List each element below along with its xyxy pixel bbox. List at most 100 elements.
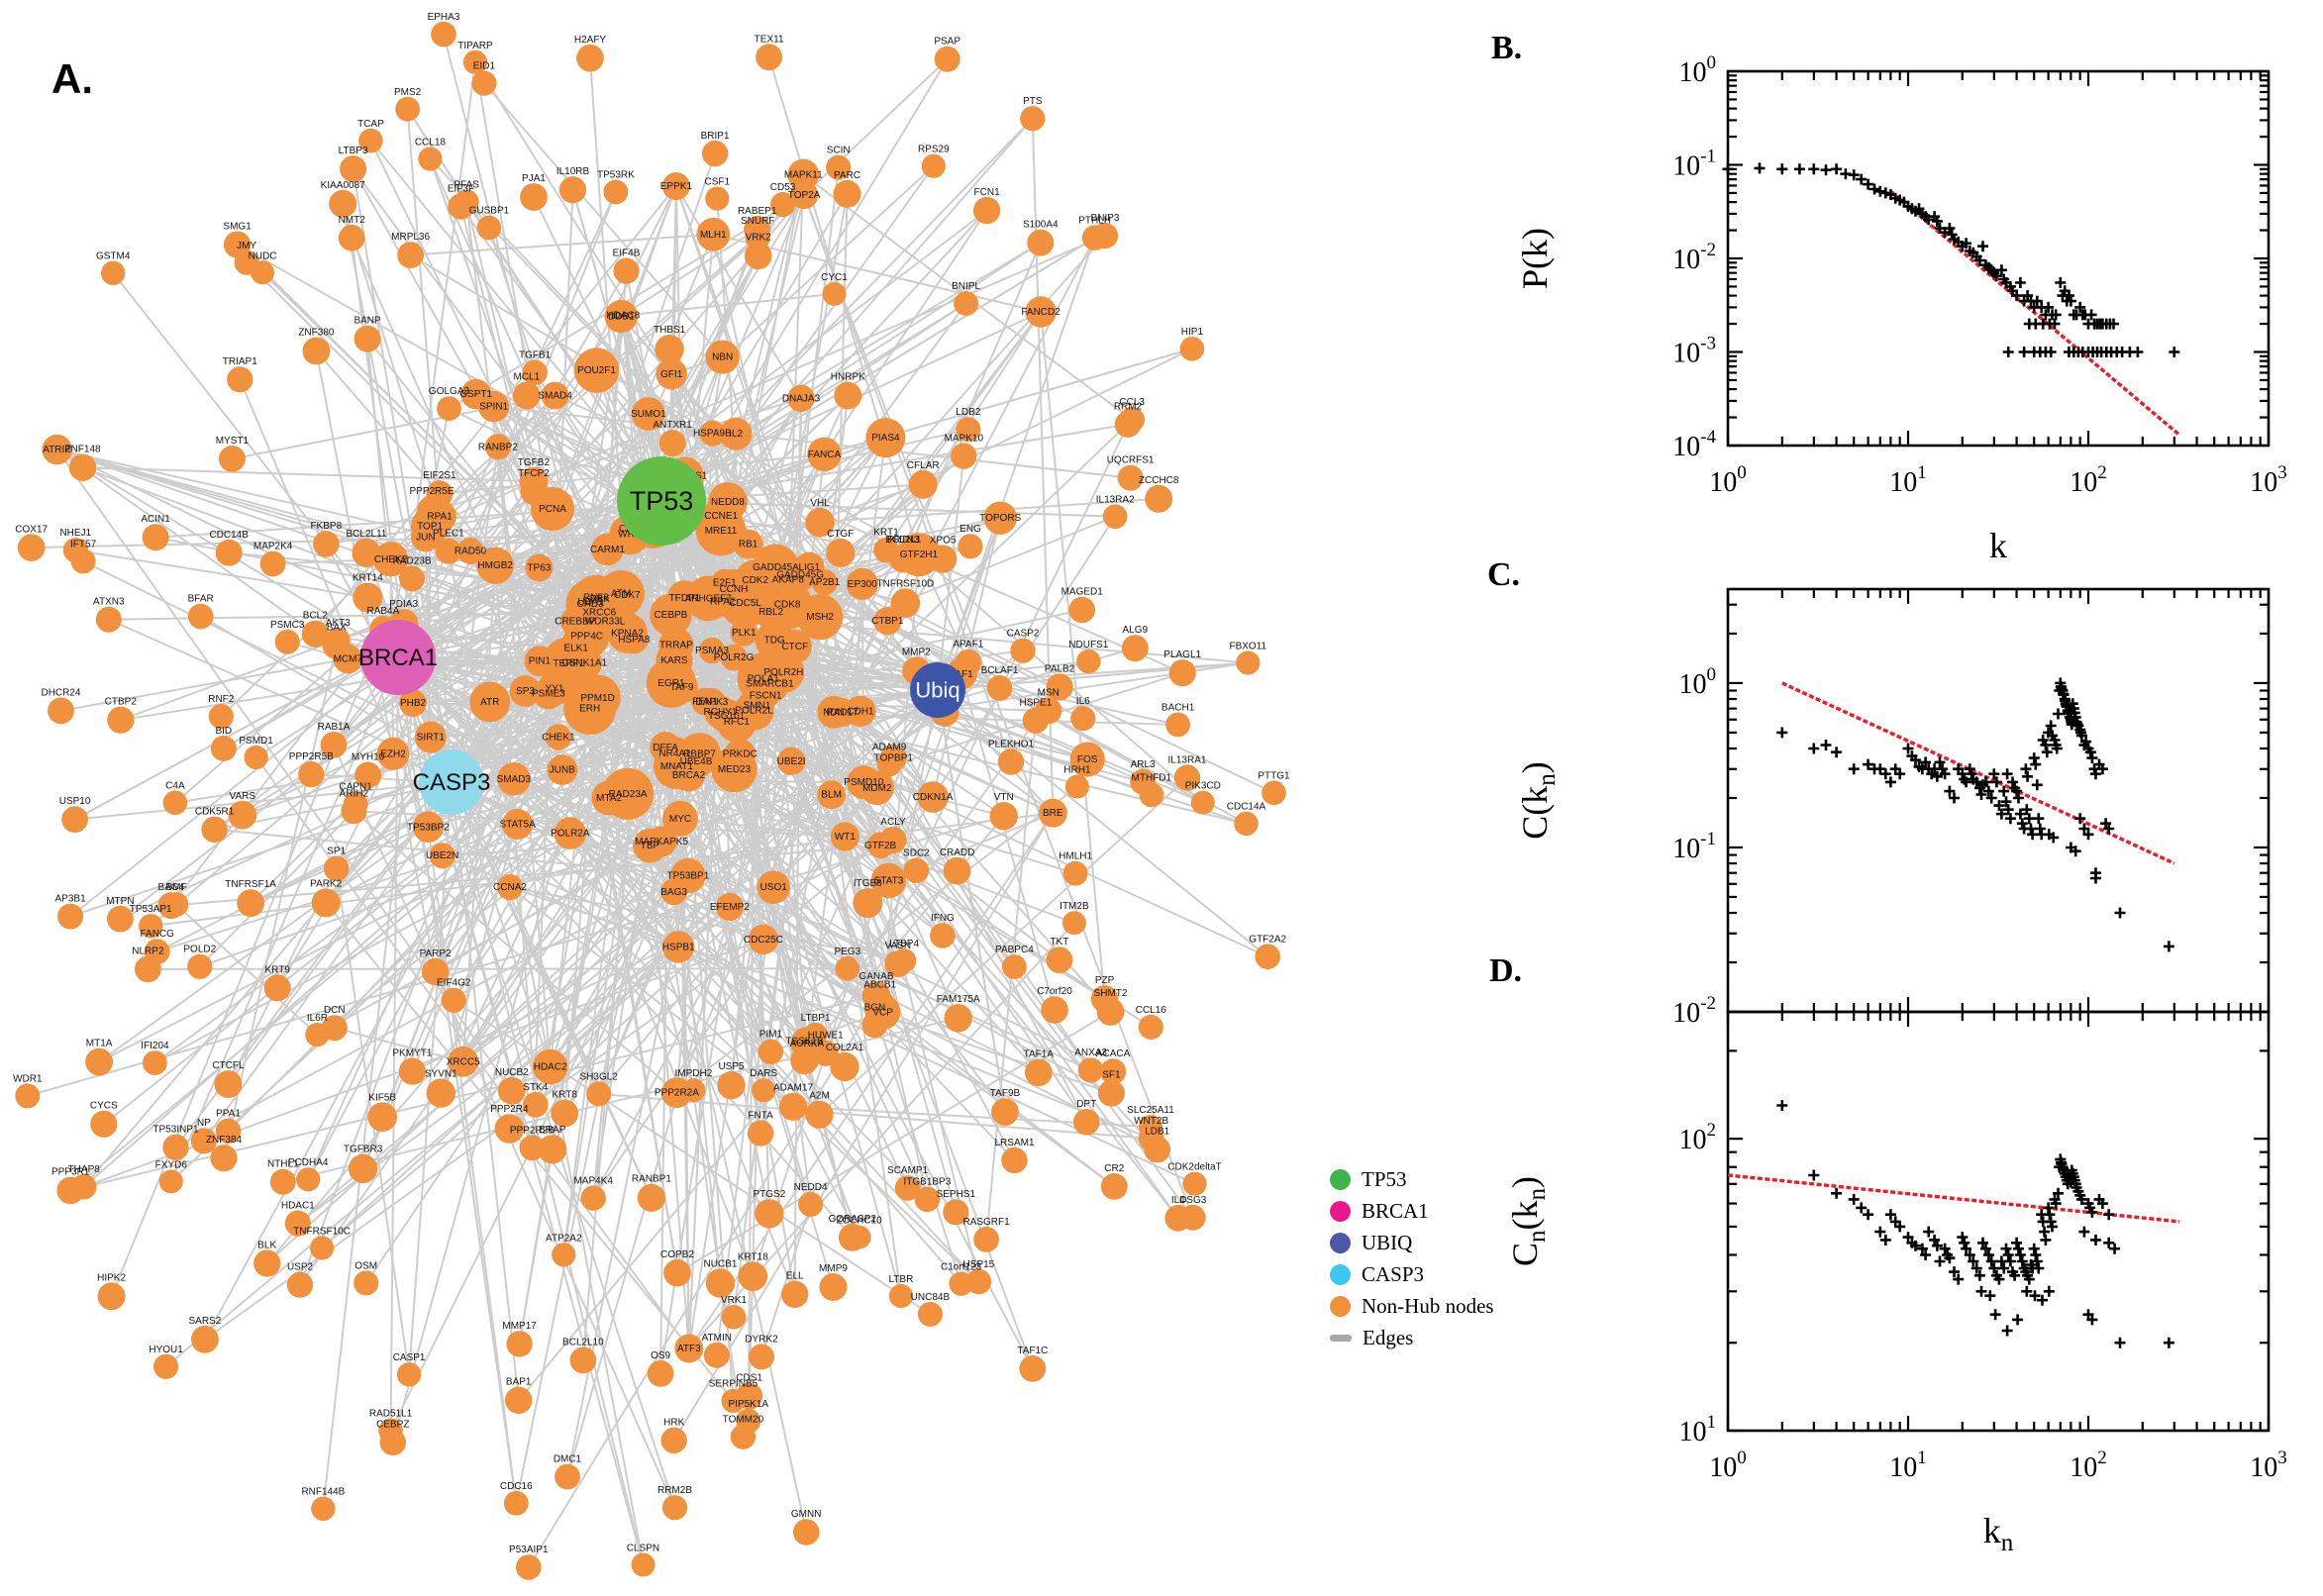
- network-node: [533, 1048, 568, 1085]
- scatter-point: [2065, 295, 2076, 307]
- network-node-label: PLEKHO1: [988, 739, 1035, 749]
- network-node: [354, 761, 381, 789]
- network-node-label: STAT3: [874, 875, 904, 886]
- network-node-label: CDC14A: [1227, 802, 1266, 813]
- network-node: [208, 704, 234, 730]
- network-node: [551, 1099, 579, 1128]
- scatter-point: [2080, 736, 2092, 748]
- network-node: [908, 469, 938, 499]
- network-node-label: FXYD6: [155, 1159, 188, 1170]
- network-node: [917, 781, 949, 813]
- network-node-label: SLC25A11: [1127, 1105, 1174, 1116]
- network-node: [805, 507, 835, 538]
- network-node: [637, 1183, 666, 1212]
- network-node-label: CTBP1: [871, 616, 904, 627]
- scatter-point: [2114, 907, 2126, 919]
- network-node-label: UBE2I: [777, 756, 806, 767]
- scatter-point: [1984, 1290, 1996, 1302]
- network-edge: [342, 203, 453, 783]
- network-edge: [69, 656, 399, 918]
- network-edge: [410, 233, 714, 256]
- network-node-label: CDH1: [847, 706, 874, 717]
- network-node-label: DYRK2: [745, 1334, 778, 1345]
- network-node-label: NLRP2: [132, 947, 164, 957]
- network-node: [696, 217, 731, 251]
- network-node: [817, 695, 851, 729]
- network-node: [921, 153, 946, 178]
- network-node: [448, 1046, 479, 1077]
- network-node: [210, 735, 237, 761]
- network-node: [48, 697, 74, 725]
- network-edge: [170, 844, 881, 907]
- network-node-label: BAX: [327, 623, 347, 634]
- network-node-label: MRE11: [705, 526, 738, 537]
- network-node-label: BRAP: [539, 1125, 566, 1136]
- network-node: [747, 1120, 774, 1147]
- network-node-label: PSMC3: [270, 620, 305, 631]
- network-node: [678, 744, 714, 779]
- scatter-point: [2028, 1243, 2040, 1254]
- scatter-point: [1920, 1249, 1932, 1260]
- network-node: [1090, 985, 1119, 1013]
- network-edge: [429, 157, 939, 691]
- network-node: [560, 606, 590, 637]
- scatter-point: [1975, 1285, 1987, 1297]
- network-node-label: PEG3: [834, 947, 860, 957]
- network-node-label: BRCA2: [672, 770, 706, 781]
- network-node-label: BFAR: [188, 594, 214, 605]
- network-node-label: EID1: [473, 61, 496, 72]
- network-node-label: NEDD8: [711, 497, 745, 508]
- network-node: [930, 923, 956, 948]
- network-node: [730, 619, 758, 647]
- scatter-point: [2029, 1290, 2041, 1302]
- network-node-label: PSAP: [934, 37, 960, 48]
- scatter-point: [2001, 768, 2013, 780]
- network-node: [343, 791, 368, 817]
- network-edge: [397, 656, 518, 1504]
- network-node-label: PTS: [1023, 96, 1043, 107]
- network-node-label: HMGB2: [477, 560, 513, 571]
- scatter-point: [1863, 178, 1874, 190]
- network-node-label: CDC5L: [729, 598, 761, 609]
- network-node-label: GANAB: [858, 971, 893, 982]
- network-node-label: RAB4A: [367, 606, 400, 617]
- network-node-label: TP53BP2: [407, 822, 450, 833]
- network-node-label: POLR2A: [551, 829, 590, 840]
- scatter-point: [1848, 1193, 1860, 1205]
- network-node-label: TGFB1: [519, 350, 552, 361]
- network-node: [792, 1519, 820, 1546]
- scatter-point: [1961, 776, 1972, 788]
- network-node-label: IL2: [729, 429, 743, 440]
- network-node-label: RBBP7: [683, 748, 716, 759]
- scatter-point: [2002, 804, 2014, 816]
- network-edge: [841, 712, 980, 1282]
- axis-tick-label: 102: [2070, 462, 2107, 498]
- network-node: [1119, 407, 1145, 433]
- network-node-label: CHD3: [576, 599, 604, 610]
- network-node-label: CEBPB: [654, 610, 687, 621]
- network-node: [323, 855, 350, 881]
- network-node: [201, 816, 228, 843]
- scatter-point: [2090, 1234, 2101, 1246]
- y-axis-title: Cn​(kn​): [1505, 1176, 1551, 1266]
- network-node-label: LTBP3: [339, 146, 368, 156]
- network-node: [646, 826, 677, 857]
- network-node: [1041, 996, 1068, 1024]
- network-node-label: BLM: [821, 790, 842, 801]
- network-node: [1168, 659, 1196, 687]
- network-node: [580, 1185, 606, 1211]
- scatter-point: [1980, 776, 1991, 788]
- network-node: [85, 1047, 113, 1076]
- network-node-label: HIPK2: [97, 1272, 126, 1283]
- network-node-label: FCN1: [974, 187, 1001, 198]
- network-node: [776, 747, 806, 775]
- scatter-point: [1916, 1243, 1928, 1254]
- network-node: [522, 1091, 549, 1118]
- network-node-label: PARK2: [310, 879, 342, 890]
- network-node: [414, 721, 447, 753]
- network-node: [251, 260, 275, 285]
- network-node-label: DFFA: [653, 743, 678, 753]
- scatter-point: [1957, 1232, 1969, 1244]
- network-node-label: ANXA3: [1074, 1047, 1107, 1058]
- network-node-label: CTGF: [827, 529, 854, 540]
